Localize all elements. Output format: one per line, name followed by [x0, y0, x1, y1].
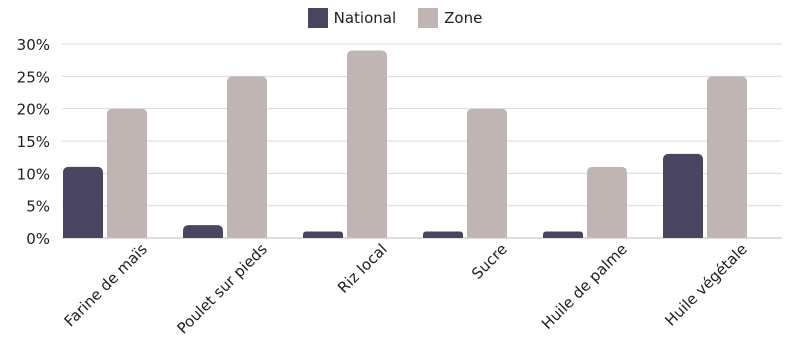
bar-national	[183, 225, 223, 238]
y-tick-label: 20%	[17, 101, 50, 119]
bar-national	[663, 153, 703, 238]
bar-national	[303, 231, 343, 238]
chart-legend: National Zone	[0, 8, 790, 28]
y-tick-label: 15%	[17, 133, 50, 151]
bar-zone	[707, 76, 747, 238]
bar-zone	[107, 108, 147, 239]
legend-item-zone: Zone	[418, 8, 482, 28]
legend-item-national: National	[307, 8, 397, 28]
bar-national	[543, 231, 583, 238]
bar-zone	[587, 166, 627, 238]
x-tick-label: Huile végétale	[661, 240, 750, 329]
x-tick-label: Sucre	[468, 240, 511, 283]
x-tick-label: Poulet sur pieds	[173, 240, 271, 338]
legend-label-zone: Zone	[444, 9, 483, 27]
x-tick-label: Farine de maïs	[61, 240, 151, 330]
legend-swatch-national	[307, 8, 328, 28]
x-tick-label: Riz local	[334, 240, 391, 297]
y-tick-label: 0%	[26, 230, 50, 248]
bar-zone	[227, 76, 267, 238]
bar-zone	[467, 108, 507, 239]
bar-zone	[347, 50, 387, 238]
y-tick-label: 25%	[17, 68, 50, 86]
y-tick-label: 10%	[17, 165, 50, 183]
y-tick-label: 5%	[26, 198, 50, 216]
legend-label-national: National	[333, 9, 397, 27]
bar-national	[423, 231, 463, 238]
legend-swatch-zone	[418, 8, 439, 28]
bar-national	[63, 166, 103, 238]
y-tick-label: 30%	[17, 36, 50, 54]
x-tick-label: Huile de palme	[538, 240, 631, 333]
